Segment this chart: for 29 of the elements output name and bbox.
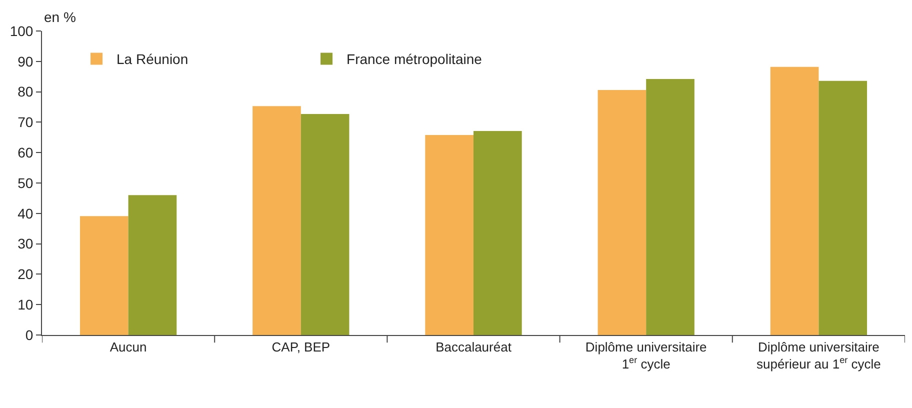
y-axis-title: en % — [44, 9, 76, 25]
bar — [598, 90, 646, 335]
bar — [425, 134, 474, 335]
y-tick-label: 80 — [18, 84, 34, 100]
y-tick-label: 100 — [10, 22, 34, 39]
x-tick-label: Diplôme universitaire 1$^{er}$ cycle — [585, 340, 707, 372]
bar — [128, 195, 177, 335]
bar — [646, 79, 694, 335]
y-tick-label: 70 — [18, 114, 34, 130]
x-tick-label: Baccalauréat — [436, 340, 512, 355]
y-tick-label: 10 — [18, 296, 34, 312]
y-tick-label: 30 — [18, 236, 34, 252]
x-tick-label: Diplôme universitaire supérieur au 1$^{er}$ cycle — [756, 340, 881, 372]
y-tick-label: 50 — [18, 174, 34, 191]
bar — [252, 106, 301, 335]
bar — [818, 80, 868, 335]
x-tick-label: Aucun — [110, 340, 147, 355]
legend-label: La Réunion — [116, 51, 188, 68]
bar — [80, 216, 128, 335]
y-tick-label: 40 — [18, 205, 34, 222]
y-tick-label: 0 — [25, 326, 34, 343]
legend-label: France métropolitaine — [346, 51, 482, 68]
y-tick-label: 90 — [18, 53, 34, 70]
bar — [300, 114, 350, 335]
x-tick-label: CAP, BEP — [272, 340, 330, 355]
bar — [770, 66, 819, 335]
y-tick-label: 60 — [18, 144, 34, 160]
bar — [474, 131, 522, 335]
y-tick-label: 20 — [18, 266, 34, 282]
